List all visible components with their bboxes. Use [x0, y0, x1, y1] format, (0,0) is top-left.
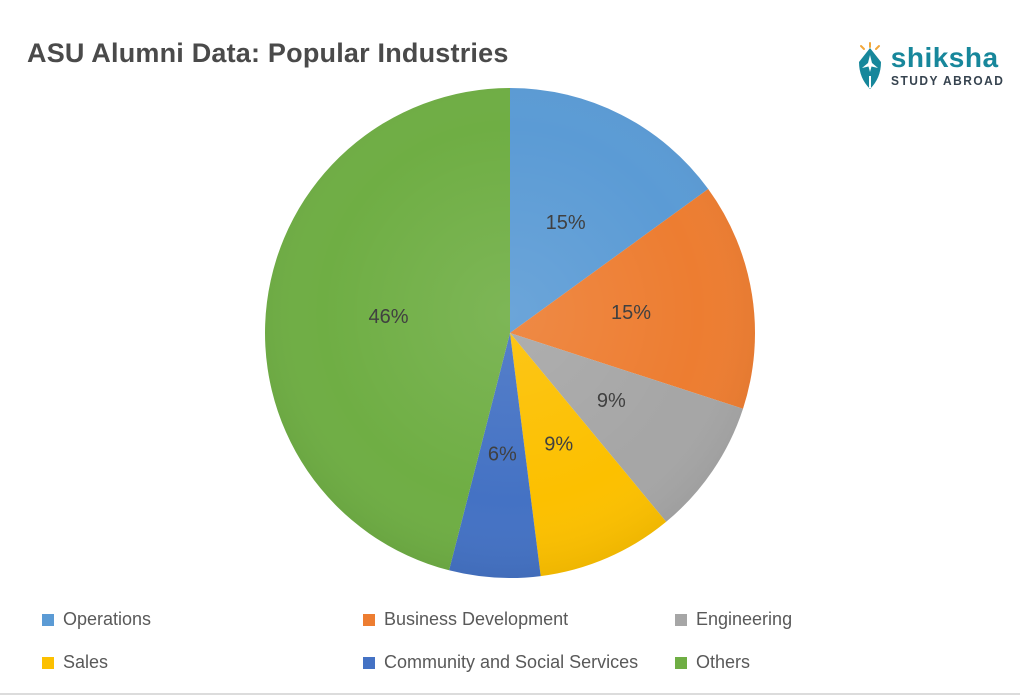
legend-label: Operations [63, 609, 152, 629]
legend-swatch-operations [42, 613, 54, 626]
legend-label: Engineering [696, 609, 793, 629]
legend-label: Business Development [384, 609, 569, 629]
legend-item-community-and-social-services: Community and Social Services [363, 649, 675, 676]
legend-item-engineering: Engineering [675, 606, 1020, 633]
legend-item-sales: Sales [42, 649, 363, 676]
pie-data-labels: 15% 15% 9% 9% 6% 46% [368, 212, 651, 465]
legend-swatch-sales [42, 656, 54, 669]
pen-nib-icon [858, 42, 881, 89]
bottom-divider [0, 693, 1020, 695]
legend-swatch-engineering [675, 613, 687, 626]
brand-name: shiksha [890, 42, 999, 73]
legend-label: Sales [63, 652, 109, 672]
legend-swatch-others [675, 656, 687, 669]
legend-item-others: Others [675, 649, 1020, 676]
pie-label-sales: 9% [544, 434, 573, 456]
legend-label: Community and Social Services [384, 652, 639, 672]
legend-label: Others [696, 652, 751, 672]
legend-item-operations: Operations [42, 606, 363, 633]
legend-swatch-community-and-social-services [363, 656, 375, 669]
pie-label-others: 46% [368, 306, 408, 328]
legend-swatch-business-development [363, 613, 375, 626]
brand-logo: shiksha STUDY ABROAD [854, 42, 1014, 90]
brand-tagline: STUDY ABROAD [890, 73, 1005, 88]
pie-sheen [265, 88, 755, 578]
pie-label-business-development: 15% [611, 302, 651, 324]
pie-label-operations: 15% [546, 212, 586, 234]
pie-label-engineering: 9% [597, 390, 626, 412]
chart-title: ASU Alumni Data: Popular Industries [27, 38, 509, 68]
legend-item-business-development: Business Development [363, 606, 675, 633]
pie-label-community-and-social-services: 6% [488, 444, 517, 466]
chart-legend: Operations Business Development Engineer… [42, 606, 1020, 676]
